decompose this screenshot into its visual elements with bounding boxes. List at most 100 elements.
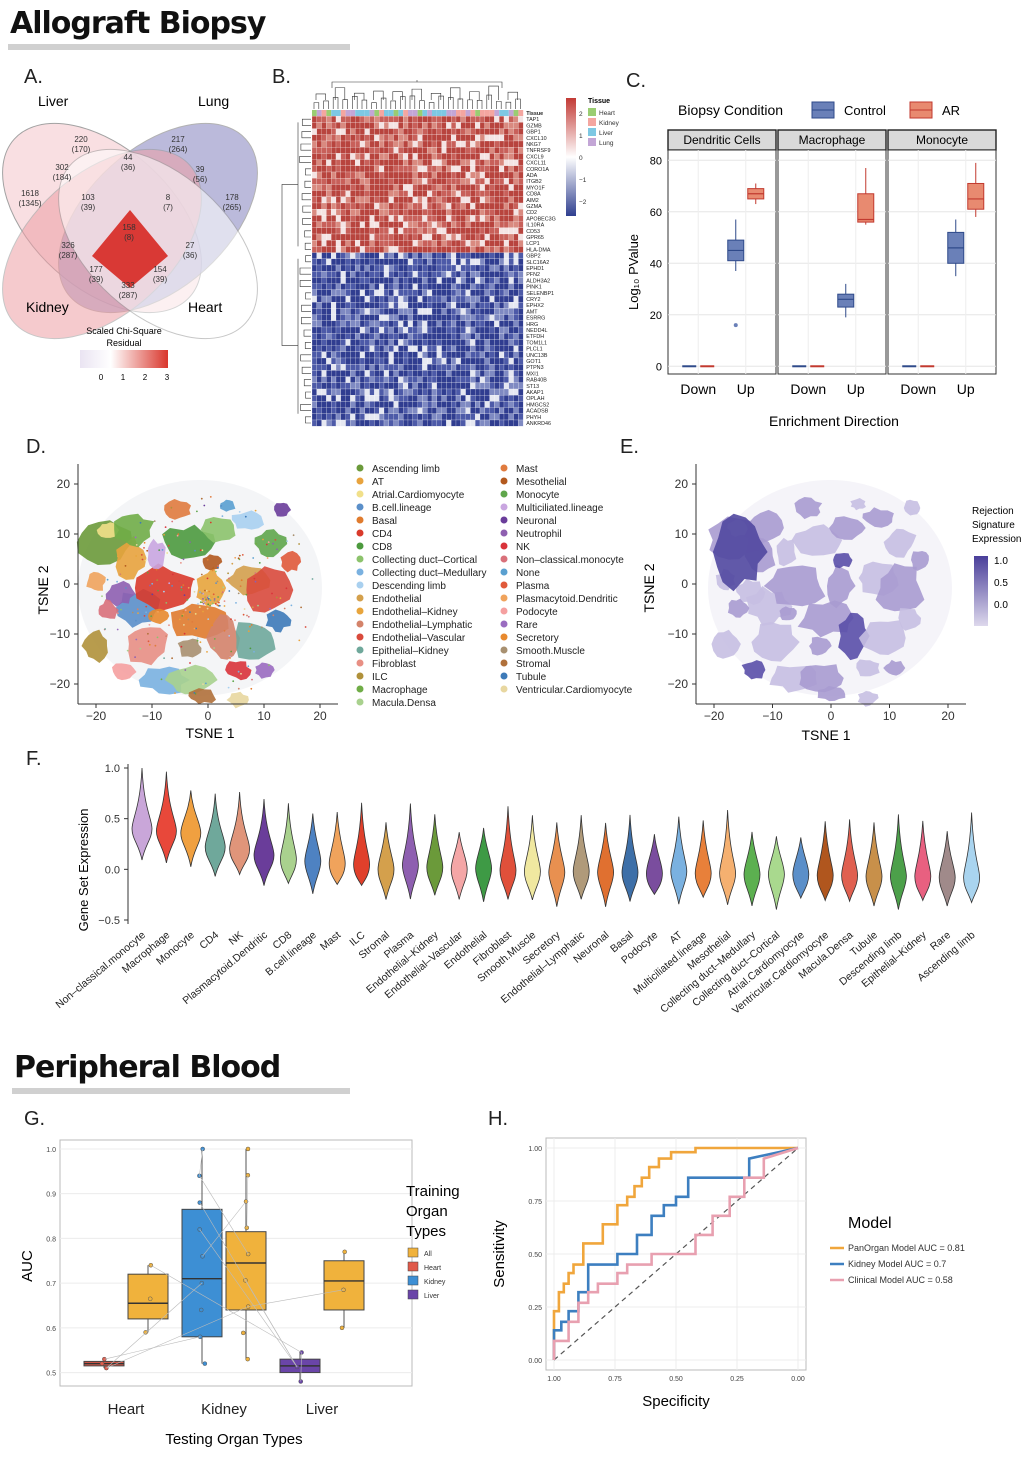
tsne-point [186, 598, 189, 601]
heatmap-cell [350, 289, 356, 297]
tsne-cluster [98, 599, 119, 619]
tsne-point [171, 657, 174, 660]
heatmap-cell [518, 333, 524, 340]
heatmap-cell [355, 122, 361, 129]
facet-title: Monocyte [916, 133, 968, 147]
heatmap-cell [311, 153, 317, 160]
heatmap-cell [345, 128, 351, 135]
heatmap-cell [465, 184, 471, 191]
heatmap-cell [383, 171, 389, 179]
heatmap-cell [412, 289, 418, 297]
heatmap-cell [350, 364, 356, 371]
tsne-point [140, 554, 143, 556]
heatmap-cell [427, 419, 433, 427]
tsne-point [183, 594, 186, 596]
heatmap-cell [379, 308, 385, 315]
heatmap-cell [465, 153, 471, 160]
heatmap-cell [460, 333, 466, 340]
heatmap-cell [489, 376, 495, 383]
heatmap-cell [403, 419, 409, 427]
heatmap-cell [503, 147, 509, 154]
heatmap-cell [355, 289, 361, 297]
heatmap-cell [503, 364, 509, 371]
heatmap-cell [393, 165, 399, 173]
y-tick-label: 1.0 [46, 1147, 56, 1154]
gene-label: EPHX2 [526, 303, 544, 309]
heatmap-cell [369, 370, 375, 377]
heatmap-cell [340, 165, 346, 173]
heatmap-cell [475, 264, 481, 272]
heatmap-cell [326, 419, 332, 427]
legend-label: Podocyte [516, 607, 558, 618]
tsne-point [171, 585, 174, 587]
heatmap-cell [326, 302, 332, 309]
roc-curve [552, 1146, 798, 1360]
heatmap-cell [436, 159, 442, 166]
heatmap-cell [479, 140, 485, 148]
heatmap-cell [369, 233, 375, 241]
heatmap-cell [475, 221, 481, 228]
heatmap-cell [465, 258, 471, 266]
heatmap-cell [518, 395, 524, 402]
heatmap-cell [470, 196, 476, 204]
tsne-point [182, 584, 185, 586]
heatmap-cell [398, 357, 404, 365]
heatmap-cell [403, 178, 409, 185]
tsne-point [146, 571, 149, 574]
heatmap-cell [379, 326, 385, 334]
dendrogram-branch [496, 101, 502, 109]
heatmap-cell [388, 165, 394, 173]
heatmap-cell [489, 233, 495, 241]
tsne-cluster [254, 529, 288, 558]
heatmap-cell [316, 345, 322, 352]
heatmap-cell [460, 165, 466, 173]
dendrogram-branch [476, 99, 483, 109]
tissue-annotation-cell [475, 110, 480, 117]
violin [204, 793, 226, 877]
heatmap-cell [345, 376, 351, 383]
heatmap-cell [499, 246, 505, 253]
heatmap-cell [436, 227, 442, 235]
heatmap-cell [446, 370, 452, 377]
heatmap-cell [355, 209, 361, 216]
heatmap-cell [479, 165, 485, 173]
legend-label: Fibroblast [372, 659, 416, 670]
heatmap-cell [350, 122, 356, 129]
heatmap-cell [393, 122, 399, 129]
heatmap-cell [331, 140, 337, 148]
violin-category-label: Plasmacytoid.Dendritic [180, 929, 270, 1007]
heatmap-cell [417, 202, 423, 210]
heatmap-cell [518, 134, 524, 142]
heatmap-cell [455, 364, 461, 371]
tsne-cluster [711, 629, 741, 659]
heatmap-cell [311, 419, 317, 427]
tsne-point [286, 540, 288, 543]
heatmap-cell [355, 308, 361, 315]
heatmap-cell [451, 413, 457, 421]
heatmap-cell [513, 252, 519, 259]
heatmap-cell [484, 122, 490, 129]
tsne-point [139, 647, 142, 650]
heatmap-cell [489, 159, 495, 166]
heatmap-cell [508, 215, 514, 222]
heatmap-cell [422, 209, 428, 216]
heatmap-cell [331, 240, 337, 247]
heatmap-cell [475, 333, 481, 340]
heatmap-cell [518, 165, 524, 173]
heatmap-cell [393, 326, 399, 334]
heatmap-cell [460, 116, 466, 123]
heatmap-cell [345, 314, 351, 321]
heatmap-cell [470, 171, 476, 179]
heatmap-cell [494, 116, 500, 123]
heatmap-cell [479, 289, 485, 297]
heatmap-cell [379, 159, 385, 166]
heatmap-cell [355, 246, 361, 253]
tsne-point [135, 555, 137, 557]
tsne-cluster [274, 502, 292, 517]
heatmap-cell [513, 159, 519, 166]
legend-dot [356, 633, 364, 641]
heatmap-cell [441, 283, 447, 290]
heatmap-cell [359, 277, 365, 284]
heatmap-cell [431, 190, 437, 197]
legend-dot [356, 516, 364, 524]
